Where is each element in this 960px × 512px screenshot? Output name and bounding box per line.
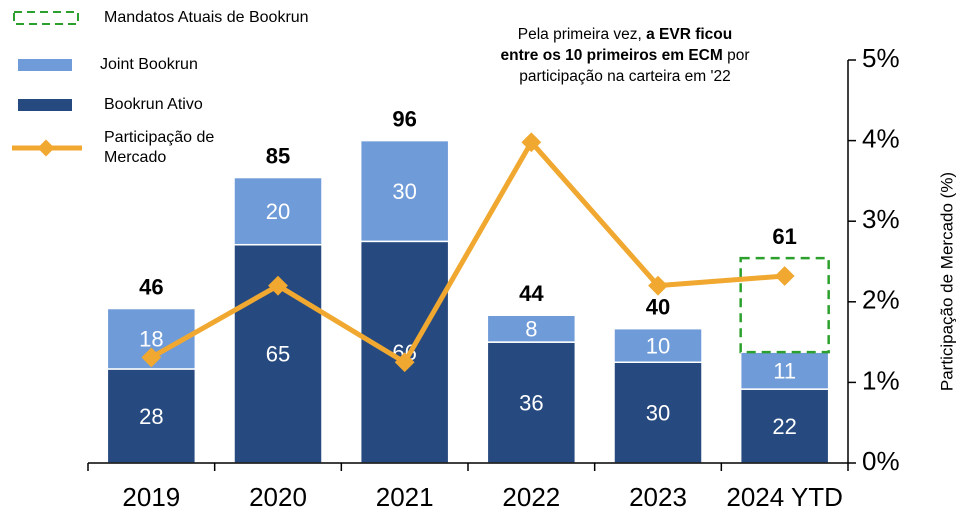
y2-tick-label: 5% bbox=[862, 43, 900, 73]
total-label: 85 bbox=[266, 143, 290, 168]
segment-label: 30 bbox=[646, 400, 670, 425]
legend-swatch bbox=[18, 59, 72, 71]
y2-tick-label: 1% bbox=[862, 365, 900, 395]
y2-tick-label: 2% bbox=[862, 285, 900, 315]
bar-segment bbox=[486, 314, 577, 343]
segment-label: 22 bbox=[772, 414, 796, 439]
legend-swatch bbox=[13, 11, 79, 25]
x-tick-label: 2021 bbox=[376, 482, 434, 512]
y2-axis-title: Participação de Mercado (%) bbox=[937, 172, 956, 391]
total-label: 44 bbox=[519, 281, 544, 306]
y2-tick-label: 0% bbox=[862, 446, 900, 476]
segment-label: 28 bbox=[139, 404, 163, 429]
legend-swatch bbox=[18, 99, 72, 111]
line-marker bbox=[141, 347, 162, 368]
total-label: 61 bbox=[772, 224, 796, 249]
bar-segment bbox=[486, 341, 577, 464]
bar-segment bbox=[359, 139, 450, 243]
line-marker bbox=[394, 352, 415, 373]
x-tick-label: 2020 bbox=[249, 482, 307, 512]
y2-tick-label: 4% bbox=[862, 123, 900, 153]
total-label: 46 bbox=[139, 274, 163, 299]
annotation-part: a EVR ficou entre os 10 primeiros em ECM bbox=[500, 26, 737, 64]
segment-label: 18 bbox=[139, 327, 163, 352]
segment-label: 20 bbox=[266, 199, 290, 224]
segment-label: 10 bbox=[646, 333, 670, 358]
segment-label: 8 bbox=[525, 316, 537, 341]
bar-segment bbox=[739, 256, 830, 354]
bar-segment bbox=[613, 327, 703, 363]
legend-label: Mandatos Atuais de Bookrun bbox=[104, 9, 309, 26]
total-label: 96 bbox=[392, 106, 416, 131]
line-marker bbox=[774, 266, 795, 286]
x-tick-label: 2023 bbox=[629, 482, 687, 512]
annotation: Pela primeira vez, a EVR ficou entre os … bbox=[500, 24, 750, 87]
legend-label: Joint Bookrun bbox=[100, 56, 198, 73]
bar-segment bbox=[739, 388, 830, 464]
segment-label: 30 bbox=[392, 179, 416, 204]
bar-segment bbox=[739, 351, 830, 390]
y2-tick-label: 3% bbox=[862, 204, 900, 234]
segment-label: 11 bbox=[773, 358, 796, 383]
segment-label: 65 bbox=[266, 342, 290, 367]
line bbox=[150, 139, 785, 365]
legend-label: Participação de Mercado bbox=[104, 129, 215, 166]
x-tick-label: 2019 bbox=[122, 482, 180, 512]
segment-label: 36 bbox=[519, 390, 543, 415]
annotation-part: por participação na carteira em '22 bbox=[519, 47, 754, 85]
legend-swatch bbox=[37, 139, 55, 157]
legend-label: Bookrun Ativo bbox=[104, 96, 203, 113]
bar-segment bbox=[233, 176, 323, 246]
total-label: 40 bbox=[646, 294, 670, 319]
annotation-part: Pela primeira vez, bbox=[517, 26, 647, 43]
line-marker bbox=[268, 275, 288, 296]
x-tick-label: 2022 bbox=[502, 482, 560, 512]
line-marker bbox=[648, 275, 668, 296]
x-tick-label: 2024 YTD bbox=[726, 482, 843, 512]
bar-segment bbox=[359, 240, 450, 464]
